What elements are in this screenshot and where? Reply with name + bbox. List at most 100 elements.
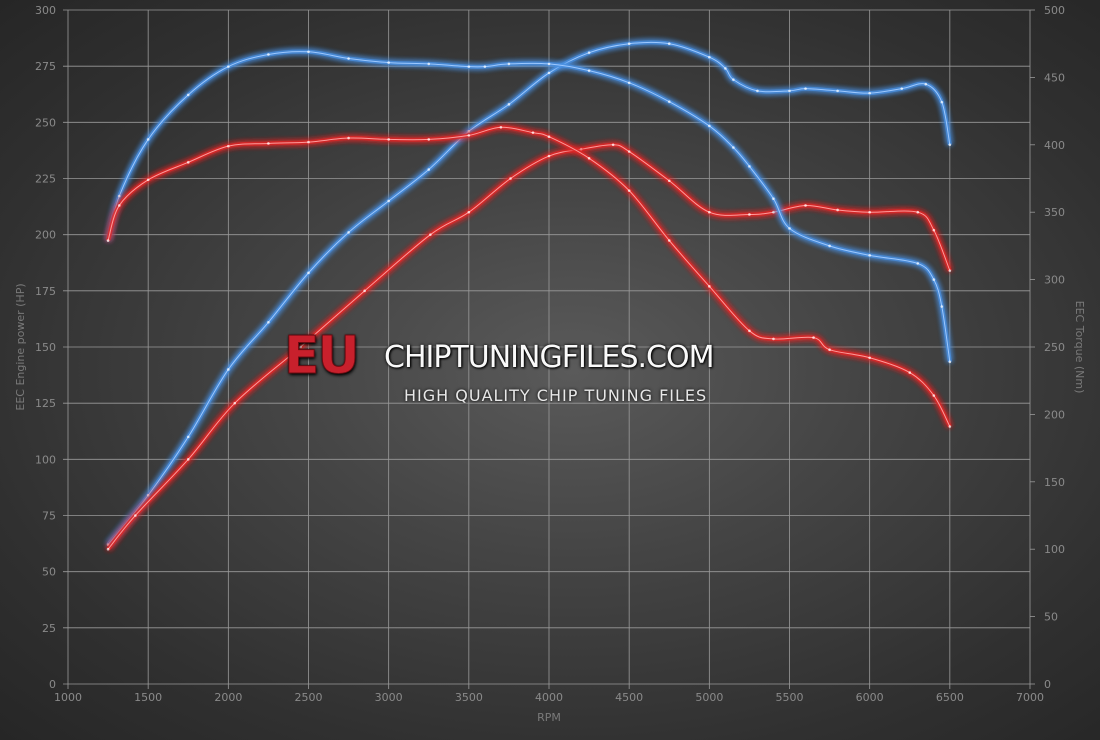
- x-tick-label: 3500: [455, 691, 483, 704]
- right-axis-title: EEC Torque (Nm): [1073, 301, 1086, 394]
- data-point: [804, 87, 807, 90]
- data-point: [467, 134, 471, 137]
- data-point: [547, 62, 551, 66]
- data-point: [836, 89, 839, 93]
- right-tick-label: 50: [1044, 611, 1058, 624]
- data-point: [948, 425, 952, 428]
- x-tick-label: 5500: [776, 691, 804, 704]
- data-point: [748, 329, 751, 333]
- grid: [63, 9, 1035, 689]
- power-curve-blue: [106, 40, 952, 547]
- data-point: [948, 269, 952, 272]
- data-point: [427, 62, 431, 66]
- data-point: [507, 62, 511, 66]
- data-point: [788, 89, 791, 93]
- series-group: [106, 40, 952, 551]
- data-point: [868, 91, 871, 95]
- data-point: [531, 131, 535, 134]
- data-point: [708, 285, 711, 288]
- data-point: [724, 67, 727, 70]
- left-tick-label: 200: [35, 229, 56, 242]
- data-point: [932, 228, 936, 232]
- data-point: [547, 71, 551, 75]
- data-point: [233, 401, 237, 405]
- data-point: [347, 57, 350, 60]
- data-point: [427, 138, 431, 141]
- data-point: [267, 142, 270, 145]
- data-point: [547, 135, 551, 139]
- data-point: [267, 320, 270, 324]
- data-point: [708, 55, 711, 59]
- left-tick-label: 225: [35, 173, 56, 186]
- right-tick-label: 0: [1044, 678, 1051, 691]
- left-tick-label: 250: [35, 116, 56, 129]
- data-point: [507, 103, 511, 106]
- logo-prefix: EU: [284, 326, 361, 387]
- x-tick-label: 7000: [1016, 691, 1044, 704]
- data-point: [948, 143, 952, 147]
- left-tick-label: 150: [35, 341, 56, 354]
- data-point: [118, 204, 121, 207]
- data-point: [756, 89, 759, 93]
- data-point: [900, 87, 904, 90]
- data-point: [427, 168, 431, 171]
- data-point: [499, 125, 503, 129]
- data-point: [772, 337, 775, 341]
- right-tick-label: 500: [1044, 4, 1065, 17]
- data-point: [804, 204, 807, 207]
- watermark-logo: EU CHIPTUNINGFILES.COM HIGH QUALITY CHIP…: [284, 326, 824, 416]
- data-point: [940, 305, 944, 308]
- data-point: [924, 82, 928, 86]
- data-point: [836, 208, 839, 212]
- data-point: [146, 138, 150, 141]
- tick-labels: 1000 1500 2000 2500 3000 3500 4000 4500 5000 5500…: [35, 4, 1065, 704]
- data-point: [667, 239, 671, 242]
- right-tick-label: 100: [1044, 543, 1065, 556]
- data-point: [186, 93, 190, 97]
- x-tick-label: 4000: [535, 691, 563, 704]
- data-point: [868, 356, 871, 360]
- data-point: [587, 51, 591, 54]
- data-point: [812, 336, 815, 339]
- data-point: [667, 42, 671, 45]
- data-point: [307, 140, 310, 144]
- left-tick-label: 100: [35, 453, 56, 466]
- data-point: [868, 210, 871, 214]
- data-point: [627, 189, 631, 192]
- data-point: [106, 239, 110, 242]
- data-point: [387, 199, 390, 203]
- power-curve-blue-glow: [106, 40, 952, 546]
- left-tick-label: 25: [42, 622, 56, 635]
- right-tick-label: 400: [1044, 139, 1065, 152]
- data-point: [307, 50, 310, 54]
- right-tick-label: 350: [1044, 206, 1065, 219]
- data-point: [347, 136, 350, 140]
- torque-curve-red: [106, 125, 952, 428]
- left-tick-label: 0: [49, 678, 56, 691]
- data-point: [611, 143, 615, 147]
- x-tick-label: 6000: [856, 691, 884, 704]
- right-tick-label: 250: [1044, 341, 1065, 354]
- data-point: [347, 231, 350, 234]
- data-point: [267, 53, 270, 56]
- data-point: [387, 61, 390, 64]
- x-tick-label: 2000: [214, 691, 242, 704]
- data-point: [732, 78, 735, 81]
- data-point: [186, 161, 190, 164]
- right-tick-label: 150: [1044, 476, 1065, 489]
- data-point: [828, 348, 831, 351]
- x-tick-label: 1000: [54, 691, 82, 704]
- logo-main: CHIPTUNINGFILES.COM: [384, 340, 715, 375]
- data-point: [363, 289, 366, 293]
- left-tick-label: 50: [42, 566, 56, 579]
- data-point: [788, 227, 791, 230]
- data-point: [186, 458, 190, 461]
- torque-curve-blue-line: [107, 51, 951, 362]
- data-point: [227, 144, 230, 148]
- data-point: [587, 69, 591, 72]
- right-tick-label: 200: [1044, 408, 1065, 421]
- x-tick-label: 2500: [295, 691, 323, 704]
- data-point: [916, 210, 920, 214]
- data-point: [299, 345, 302, 349]
